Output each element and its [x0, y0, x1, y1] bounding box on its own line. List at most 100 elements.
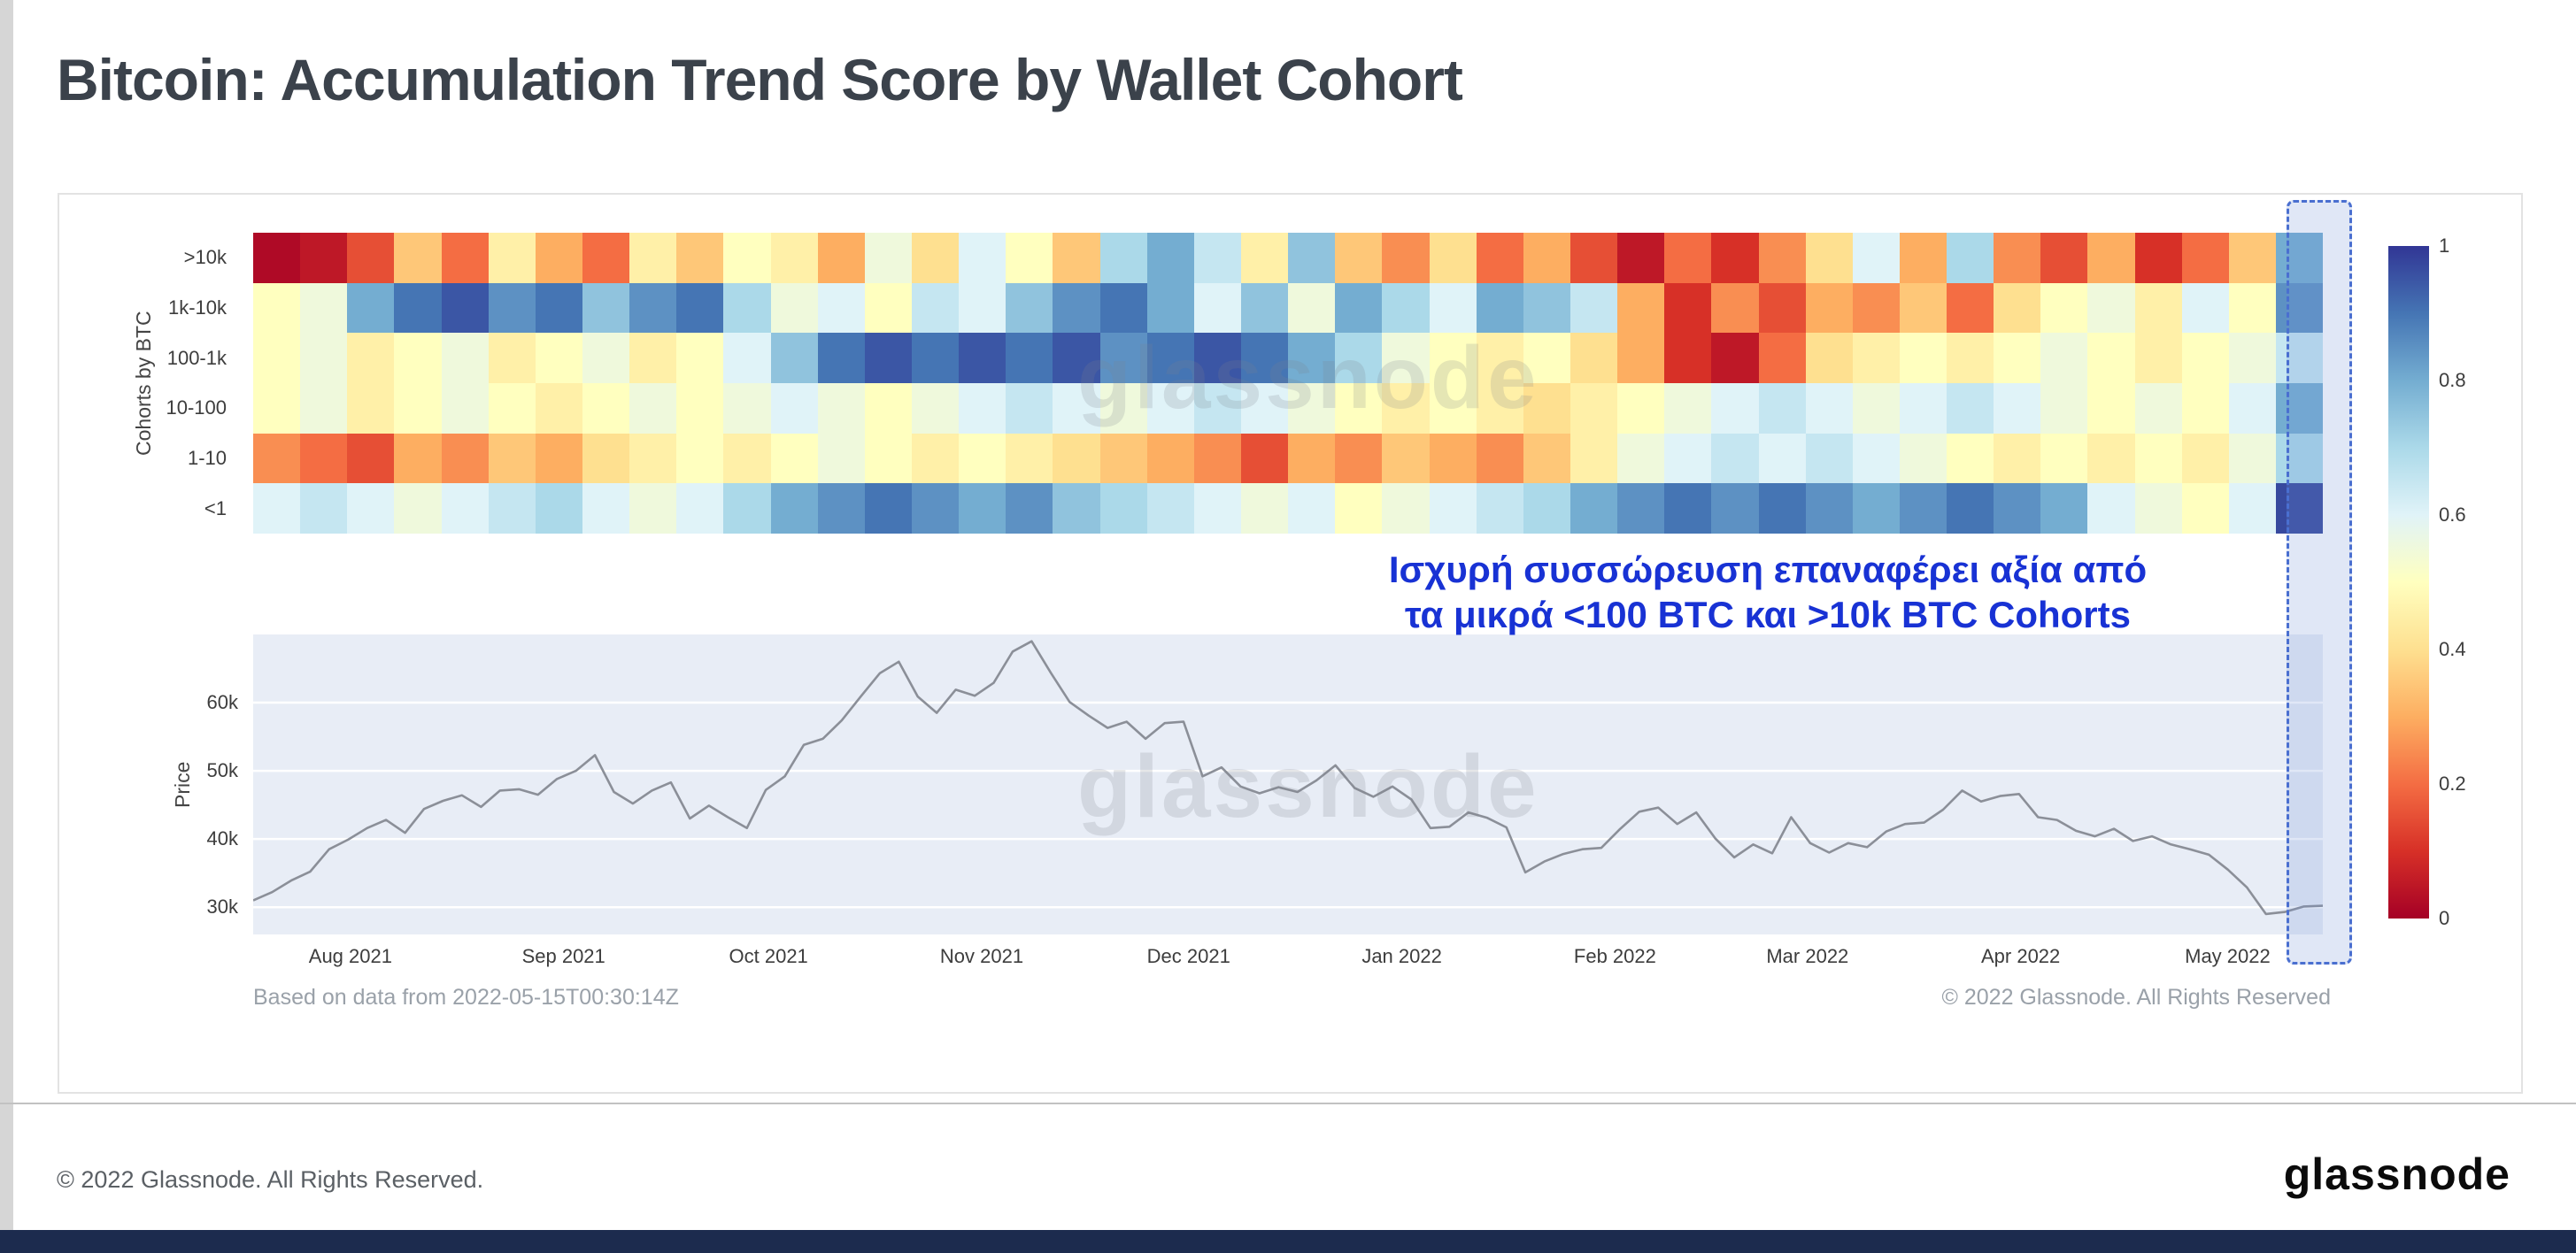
- heatmap-cell: [441, 333, 489, 384]
- colorbar-tick-label: 0.8: [2439, 369, 2466, 391]
- heatmap-cell: [1382, 433, 1430, 484]
- heatmap-cell: [347, 383, 395, 434]
- heatmap-cell: [770, 233, 818, 283]
- heatmap-cell: [1664, 333, 1712, 384]
- heatmap-cell: [1570, 483, 1618, 534]
- heatmap-cell: [723, 483, 771, 534]
- heatmap-cell: [1711, 282, 1759, 334]
- heatmap-cell: [1947, 433, 1994, 484]
- heatmap-cell: [1193, 333, 1241, 384]
- heatmap-cell: [911, 483, 960, 534]
- heatmap-cell: [1899, 333, 1947, 384]
- heatmap-cell: [911, 282, 960, 334]
- heatmap-cell: [535, 483, 582, 534]
- cohort-row-label: 1-10: [187, 447, 227, 470]
- x-axis-tick-label: Jan 2022: [1361, 945, 1442, 967]
- heatmap-cell: [1382, 333, 1430, 384]
- heatmap-cell: [347, 233, 395, 283]
- highlight-region-box: [2287, 200, 2352, 965]
- annotation-line2: τα μικρά <100 BTC και >10k BTC Cohorts: [1404, 594, 2131, 635]
- price-y-tick-label: 30k: [206, 896, 238, 919]
- heatmap-cell: [911, 383, 960, 434]
- heatmap-cell: [1899, 233, 1947, 283]
- heatmap-cell: [629, 282, 677, 334]
- colorbar-tick-label: 0.6: [2439, 504, 2466, 526]
- price-y-tick-label: 60k: [206, 691, 238, 714]
- heatmap-cell: [300, 483, 348, 534]
- heatmap-cell: [959, 433, 1006, 484]
- heatmap-cell: [535, 282, 582, 334]
- cohort-row-label: 1k-10k: [167, 296, 227, 319]
- colorbar-tick-label: 1: [2439, 234, 2450, 257]
- heatmap-cell: [1099, 433, 1147, 484]
- heatmap-cell: [300, 233, 348, 283]
- heatmap-cell: [1711, 383, 1759, 434]
- heatmap-cell: [1947, 383, 1994, 434]
- heatmap-cell: [1053, 333, 1100, 384]
- colorbar-tick-label: 0.2: [2439, 773, 2466, 795]
- heatmap-cell: [1852, 233, 1900, 283]
- heatmap-cell: [676, 233, 724, 283]
- heatmap-cell: [1758, 282, 1806, 334]
- heatmap-row-100-1k: [253, 333, 2324, 384]
- heatmap-cell: [959, 383, 1006, 434]
- heatmap-cell: [723, 433, 771, 484]
- heatmap-cell: [1429, 383, 1477, 434]
- heatmap-cell: [959, 483, 1006, 534]
- heatmap-cell: [1099, 282, 1147, 334]
- price-y-axis-title: Price: [171, 761, 194, 808]
- heatmap-cell: [1994, 383, 2041, 434]
- price-chart[interactable]: [253, 634, 2323, 934]
- heatmap-cell: [253, 282, 301, 334]
- heatmap-cell: [1006, 233, 1053, 283]
- heatmap-cell: [676, 333, 724, 384]
- heatmap-cell: [1146, 383, 1194, 434]
- heatmap-cell: [582, 483, 630, 534]
- heatmap-cell: [582, 433, 630, 484]
- heatmap-cell: [1852, 333, 1900, 384]
- heatmap-cell: [1711, 483, 1759, 534]
- heatmap-cell: [1429, 483, 1477, 534]
- heatmap-cell: [1099, 333, 1147, 384]
- heatmap-cell: [1947, 282, 1994, 334]
- heatmap-cell: [1240, 383, 1289, 434]
- heatmap-cell: [1852, 483, 1900, 534]
- heatmap-cell: [488, 433, 536, 484]
- heatmap-cell: [300, 383, 348, 434]
- heatmap-cell: [959, 282, 1006, 334]
- colorbar-tick-label: 0.4: [2439, 638, 2466, 660]
- colorbar: [2388, 246, 2429, 919]
- accumulation-heatmap[interactable]: [253, 233, 2324, 534]
- heatmap-cell: [1146, 433, 1194, 484]
- cohort-row-label: 100-1k: [166, 346, 227, 369]
- heatmap-cell: [1288, 233, 1336, 283]
- heatmap-cell: [629, 433, 677, 484]
- heatmap-cell: [1240, 483, 1289, 534]
- heatmap-cell: [2087, 383, 2135, 434]
- heatmap-cell: [488, 383, 536, 434]
- heatmap-cell: [1711, 333, 1759, 384]
- heatmap-cell: [347, 433, 395, 484]
- heatmap-cell: [347, 282, 395, 334]
- heatmap-cell: [1570, 383, 1618, 434]
- heatmap-cell: [1523, 483, 1570, 534]
- heatmap-cell: [1006, 433, 1053, 484]
- heatmap-cell: [2134, 233, 2182, 283]
- cohort-row-label: >10k: [183, 246, 227, 269]
- heatmap-cell: [1193, 282, 1241, 334]
- heatmap-cell: [1523, 383, 1570, 434]
- heatmap-cell: [1476, 483, 1523, 534]
- heatmap-cell: [253, 333, 301, 384]
- heatmap-cell: [911, 333, 960, 384]
- heatmap-cell: [394, 282, 442, 334]
- heatmap-cell: [394, 233, 442, 283]
- heatmap-cell: [1099, 233, 1147, 283]
- footer-divider: [0, 1103, 2576, 1104]
- heatmap-cell: [1288, 282, 1336, 334]
- heatmap-cell: [1240, 333, 1289, 384]
- heatmap-cell: [1570, 282, 1618, 334]
- heatmap-cell: [770, 383, 818, 434]
- chart-card: Cohorts by BTC >10k 1k-10k 100-1k 10-100 1-1…: [58, 193, 2523, 1094]
- heatmap-cell: [1053, 233, 1100, 283]
- heatmap-cell: [2087, 333, 2135, 384]
